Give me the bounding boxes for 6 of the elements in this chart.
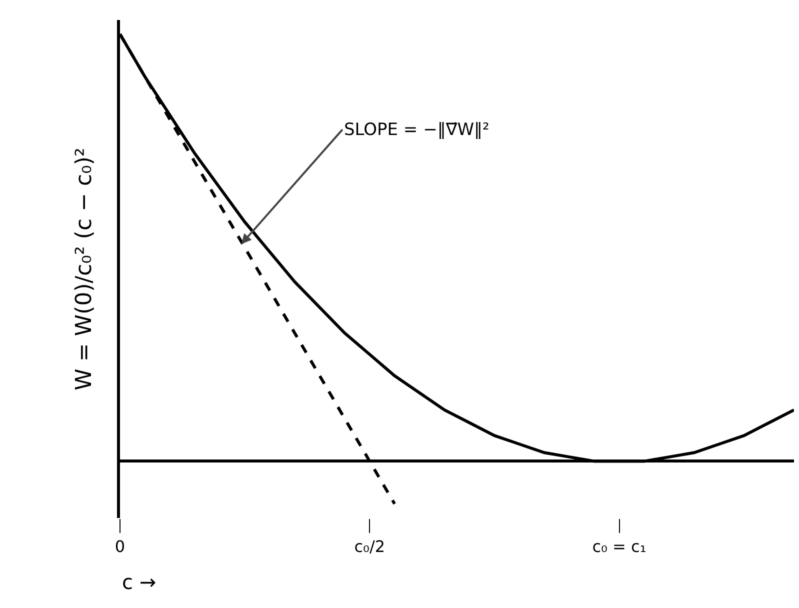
x-axis-title: c →: [122, 570, 156, 594]
annotation: SLOPE = −‖∇⃗W‖²: [344, 120, 490, 140]
y-axis-title: W = W(0)/c₀² (c − c₀)²: [72, 148, 97, 390]
x-tick-label: c₀ = c₁: [592, 537, 646, 556]
x-tick-label: 0: [114, 537, 126, 556]
x-tick-label: c₀/2: [354, 537, 386, 556]
